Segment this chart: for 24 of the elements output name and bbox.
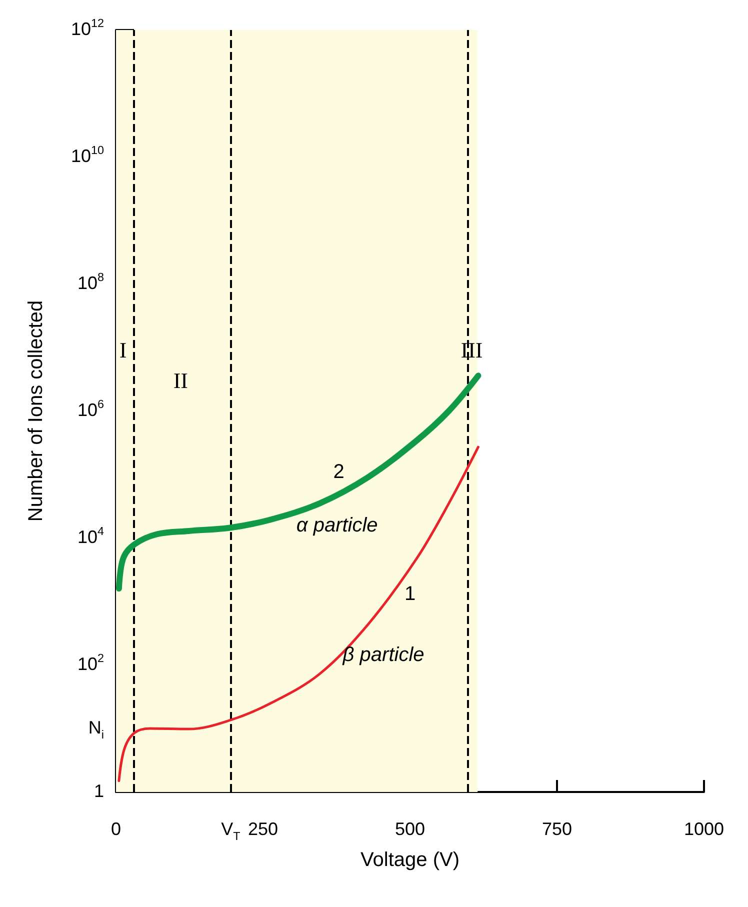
y-tick-label: 10$^{8}$ bbox=[77, 270, 104, 293]
y-axis-title: Number of Ions collected bbox=[25, 300, 47, 522]
x-tick-label: 250 bbox=[248, 818, 278, 839]
annotation: III bbox=[460, 338, 483, 363]
annotation: 1 bbox=[404, 582, 416, 605]
annotation: I bbox=[119, 338, 127, 363]
line-series bbox=[118, 446, 480, 782]
y-tick-label: N$_{i}$ bbox=[88, 717, 104, 742]
annotation: β particle bbox=[342, 644, 424, 666]
x-tick-label: 500 bbox=[394, 818, 426, 839]
y-tick-label: 10$^{4}$ bbox=[77, 524, 104, 547]
y-tick-label: 1 bbox=[94, 780, 104, 801]
x-tick-label: 750 bbox=[542, 818, 572, 839]
annotation: 2 bbox=[333, 460, 344, 483]
y-tick-label: 10$^{10}$ bbox=[70, 144, 104, 166]
annotation: II bbox=[173, 368, 188, 394]
y-tick-label: 10$^{12}$ bbox=[70, 16, 104, 39]
y-tick-label: 10$^{6}$ bbox=[77, 398, 104, 420]
y-tick-label: 10$^{2}$ bbox=[77, 652, 104, 674]
x-tick-label: V$_{T}$ bbox=[221, 818, 240, 843]
x-tick-label: 1000 bbox=[684, 818, 724, 839]
x-axis-title: Voltage (V) bbox=[360, 849, 460, 871]
x-tick-label: 0 bbox=[110, 818, 122, 839]
annotation: α particle bbox=[296, 514, 378, 536]
